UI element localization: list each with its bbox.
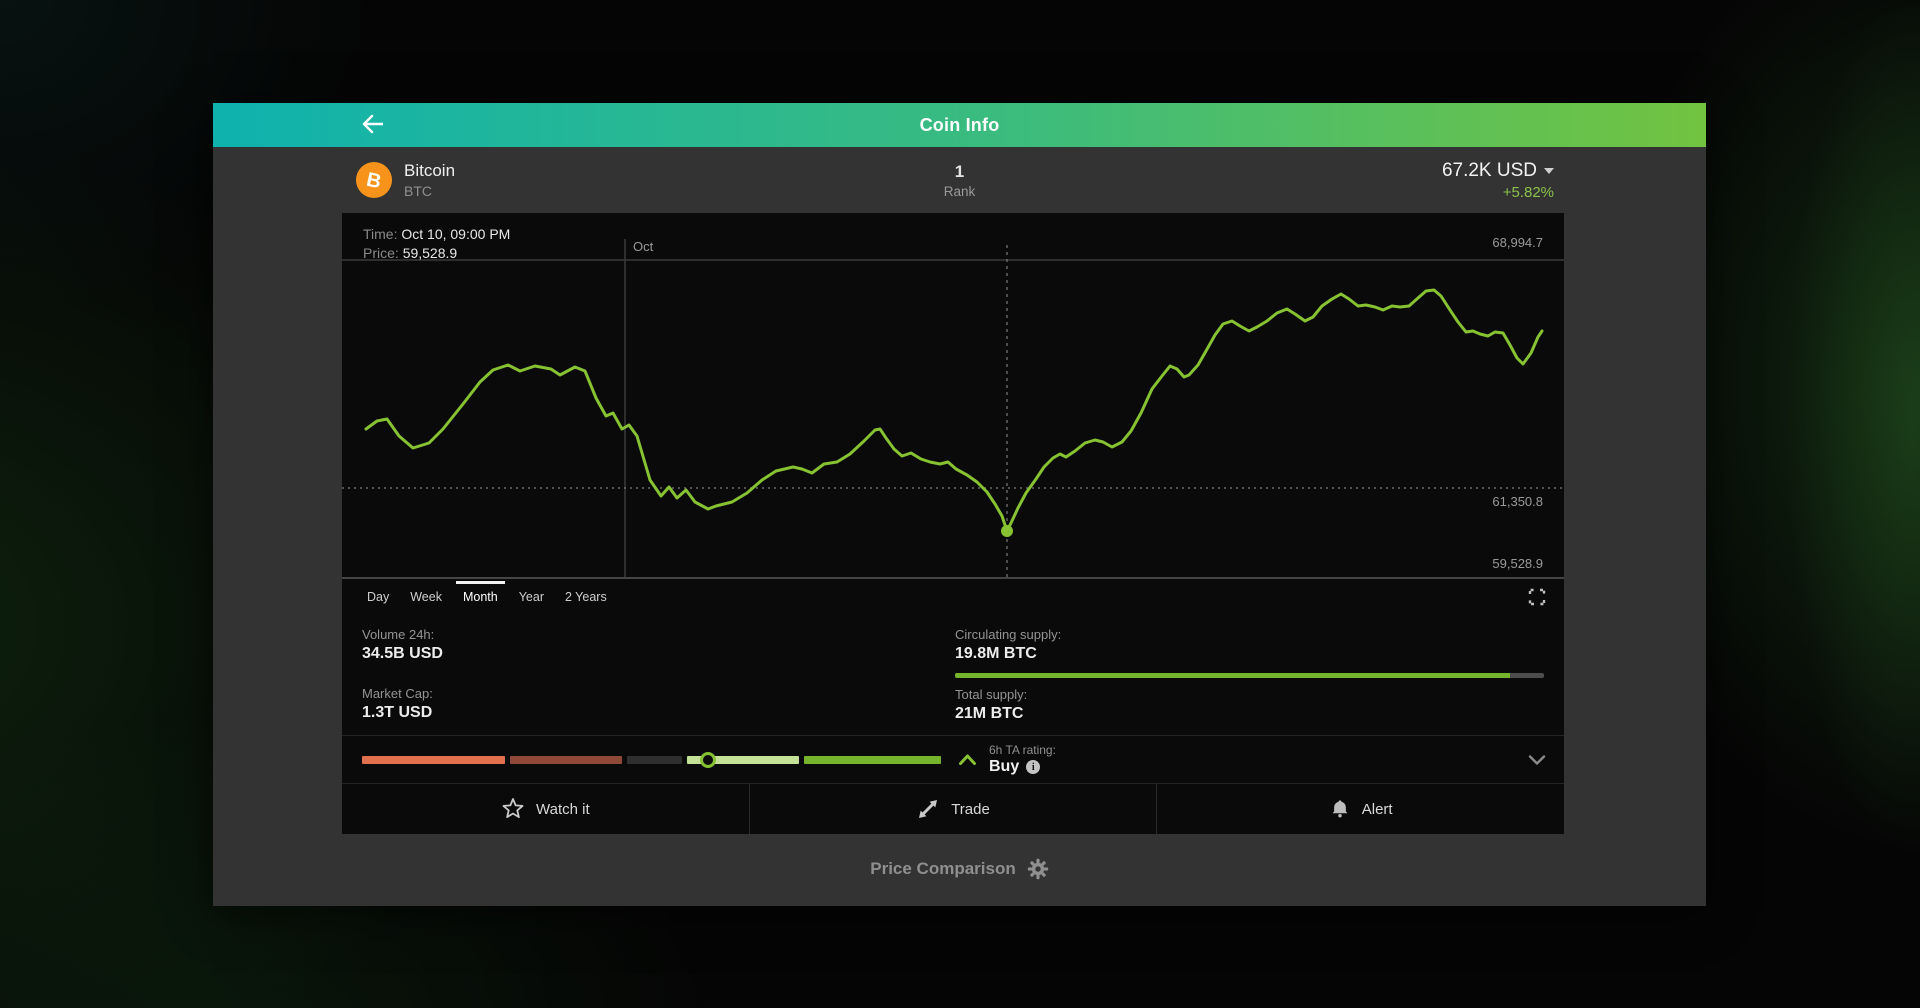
svg-text:59,528.9: 59,528.9 [1492,556,1543,571]
ta-segment-sell [509,755,623,764]
price-chart-svg: Oct 68,994.7 61,350.8 59,528.9 [342,235,1564,579]
app-header: Coin Info [213,103,1706,147]
tab-2years[interactable]: 2 Years [562,584,610,610]
price-comparison-section: Price Comparison [213,834,1706,904]
price-comparison-title[interactable]: Price Comparison [870,859,1016,878]
price-label: Price: [363,245,399,261]
watch-button[interactable]: Watch it [342,784,749,834]
ta-segment-buy [686,755,800,764]
price-dropdown[interactable]: 67.2K USD +5.82% [1442,160,1554,201]
svg-text:68,994.7: 68,994.7 [1492,235,1543,250]
back-arrow-icon [362,114,383,134]
alert-button[interactable]: Alert [1156,784,1564,834]
ta-rating-row: 6h TA rating: Buy [342,735,1564,783]
coin-price: 67.2K USD [1441,159,1537,181]
chart-panel: Oct 68,994.7 61,350.8 59,528.9 Time: Oct 10… [342,213,1564,834]
actions-row: Watch it Trade Alert [342,783,1564,834]
stats-section: Volume 24h: 34.5B USD Market Cap: 1.3T U… [342,613,1564,735]
timeframe-tabs: Day Week Month Year 2 Years [342,581,1564,613]
svg-text:Oct: Oct [633,239,654,254]
bell-icon [1332,800,1348,818]
price-value: 59,528.9 [402,245,458,261]
fullscreen-button[interactable] [1524,584,1550,610]
coin-name: Bitcoin [404,161,456,180]
tab-day[interactable]: Day [364,584,392,610]
star-icon [502,798,524,818]
cursor-readout: Time: Oct 10, 09:00 PM Price: 59,528.9 [363,225,510,263]
fullscreen-icon [1528,588,1546,606]
marketcap-label: Market Cap: [362,686,433,701]
time-label: Time: [363,226,398,242]
ta-segment-strong-sell [362,755,505,764]
marketcap-value: 1.3T USD [362,704,433,721]
volume-value: 34.5B USD [362,645,443,662]
price-change: +5.82% [1502,183,1554,201]
ta-slider-marker [699,751,716,768]
watch-button-label: Watch it [536,800,590,818]
tab-month[interactable]: Month [455,581,505,610]
tab-year[interactable]: Year [516,584,547,610]
coin-info-card: Coin Info B Bitcoin BTC 1 Rank 67.2K USD… [213,103,1706,906]
ta-rating-label: 6h TA rating: [989,743,1056,757]
price-comparison-settings-button[interactable] [1027,858,1049,880]
page-title: Coin Info [919,114,1000,135]
back-button[interactable] [358,113,388,137]
price-chart[interactable]: Oct 68,994.7 61,350.8 59,528.9 Time: Oct 10… [342,213,1564,581]
trade-button-label: Trade [951,800,990,818]
coin-name-block: Bitcoin BTC [404,161,455,199]
chevron-down-icon [1528,754,1546,765]
rank-block: 1 Rank [944,162,976,199]
bitcoin-logo-icon: B [356,162,392,198]
ta-segment-neutral [627,755,682,764]
trade-arrows-icon [919,800,938,818]
rating-up-icon [958,753,977,766]
info-icon[interactable] [1026,760,1041,774]
svg-text:61,350.8: 61,350.8 [1492,494,1543,509]
svg-text:B: B [364,169,383,194]
caret-down-icon [1544,167,1554,174]
ta-slider [362,751,945,768]
rank-value: 1 [954,161,965,181]
time-value: Oct 10, 09:00 PM [401,226,511,242]
coin-symbol: BTC [404,183,432,199]
ta-rating-value: Buy [989,758,1020,775]
gear-icon [1027,858,1048,880]
total-supply-label: Total supply: [955,687,1028,702]
total-supply-value: 21M BTC [955,705,1024,722]
supply-progress-bar [955,673,1544,678]
ta-rating-text: 6h TA rating: Buy [989,743,1056,776]
alert-button-label: Alert [1361,800,1393,818]
circulating-value: 19.8M BTC [955,645,1037,662]
supply-progress-fill [955,673,1511,678]
circulating-label: Circulating supply: [955,627,1062,642]
rank-label: Rank [943,183,976,199]
coin-summary-row: B Bitcoin BTC 1 Rank 67.2K USD +5.82% [213,147,1706,213]
tab-week[interactable]: Week [407,584,445,610]
coin-identity: B Bitcoin BTC [356,161,455,199]
volume-label: Volume 24h: [362,627,435,642]
ta-segment-strong-buy [804,755,941,764]
ta-expand-button[interactable] [1528,754,1546,766]
trade-button[interactable]: Trade [748,784,1157,834]
